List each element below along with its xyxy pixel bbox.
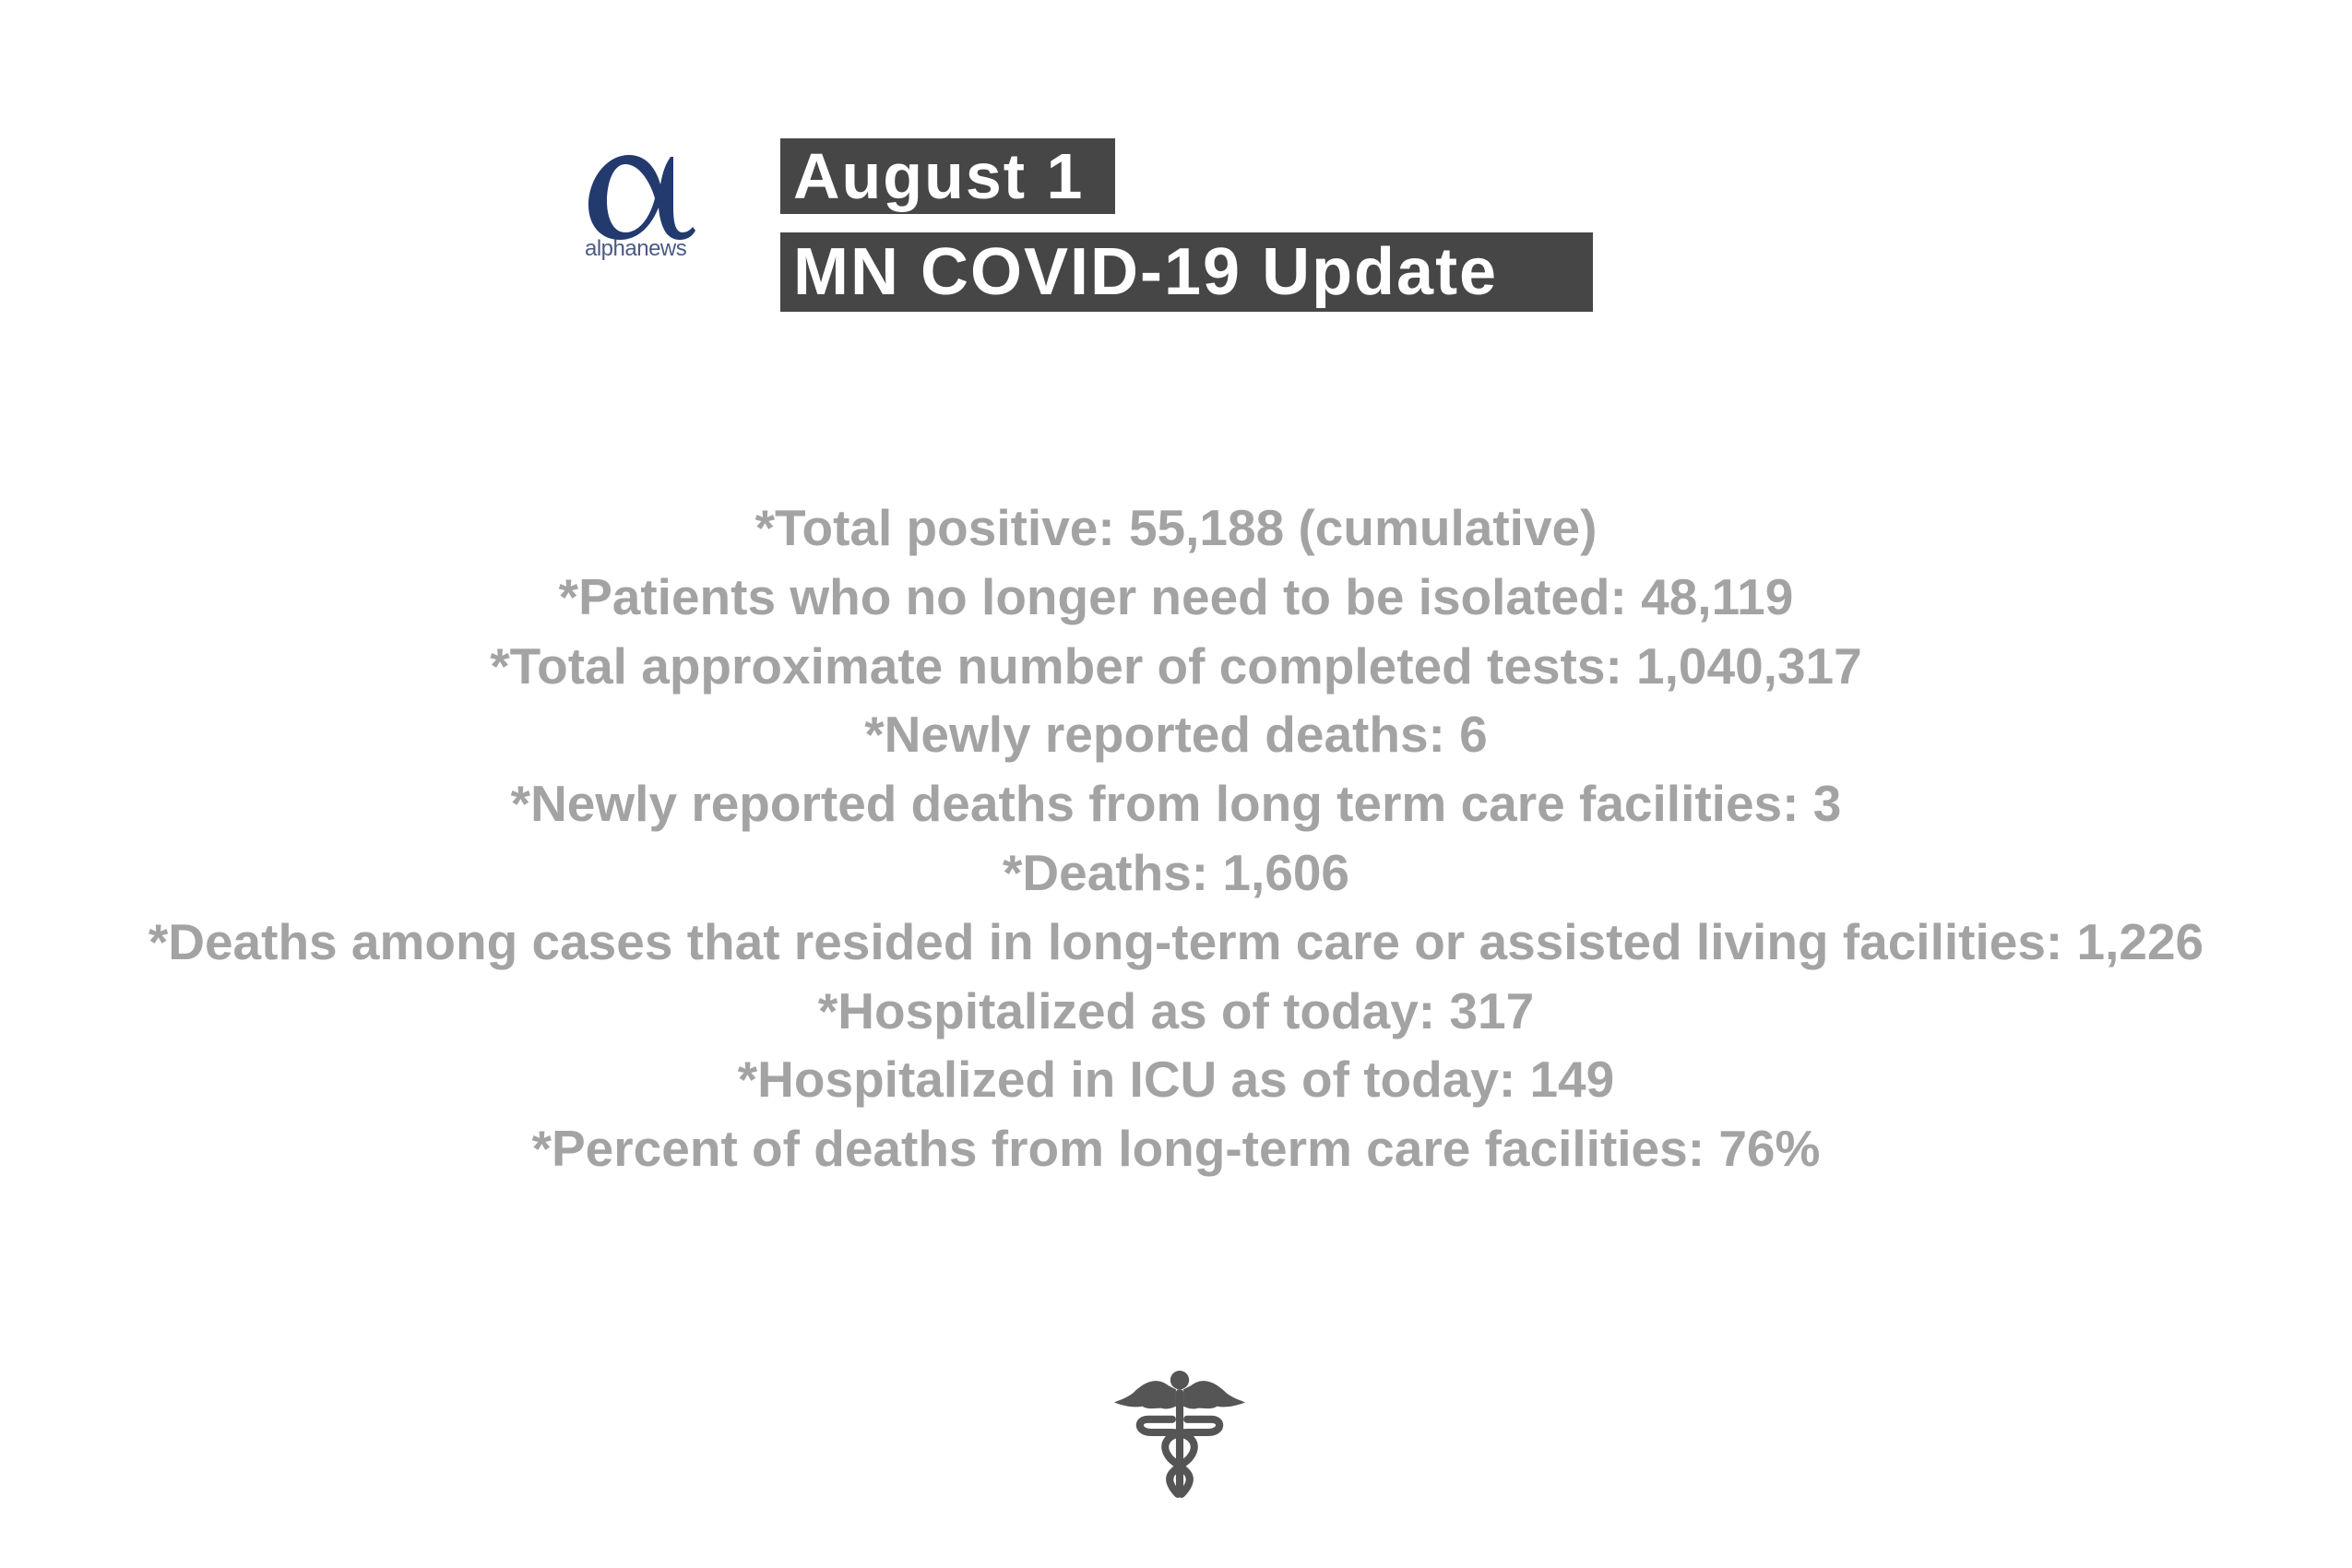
stat-icu: *Hospitalized in ICU as of today: 149 — [737, 1051, 1615, 1109]
stat-deaths: *Deaths: 1,606 — [1002, 843, 1350, 901]
logo-wordmark: alphanews — [585, 236, 687, 261]
stat-hospitalized: *Hospitalized as of today: 317 — [817, 981, 1535, 1039]
stat-no-longer-isolated: *Patients who no longer need to be isola… — [558, 567, 1794, 625]
stat-deaths-ltc: *Deaths among cases that resided in long… — [148, 912, 2204, 970]
stat-total-positive: *Total positive: 55,188 (cumulative) — [754, 499, 1598, 556]
stat-percent-ltc: *Percent of deaths from long-term care f… — [531, 1120, 1821, 1178]
caduceus-icon — [1114, 1371, 1245, 1498]
stat-new-deaths-ltc: *Newly reported deaths from long term ca… — [510, 775, 1842, 833]
alphanews-logo — [588, 155, 695, 240]
date-heading: August 1 — [780, 138, 1115, 214]
stat-completed-tests: *Total approximate number of completed t… — [490, 636, 1862, 695]
stat-new-deaths: *Newly reported deaths: 6 — [864, 706, 1488, 764]
page-title: MN COVID-19 Update — [780, 232, 1593, 312]
stats-list: *Total positive: 55,188 (cumulative) *Pa… — [0, 493, 2352, 1183]
